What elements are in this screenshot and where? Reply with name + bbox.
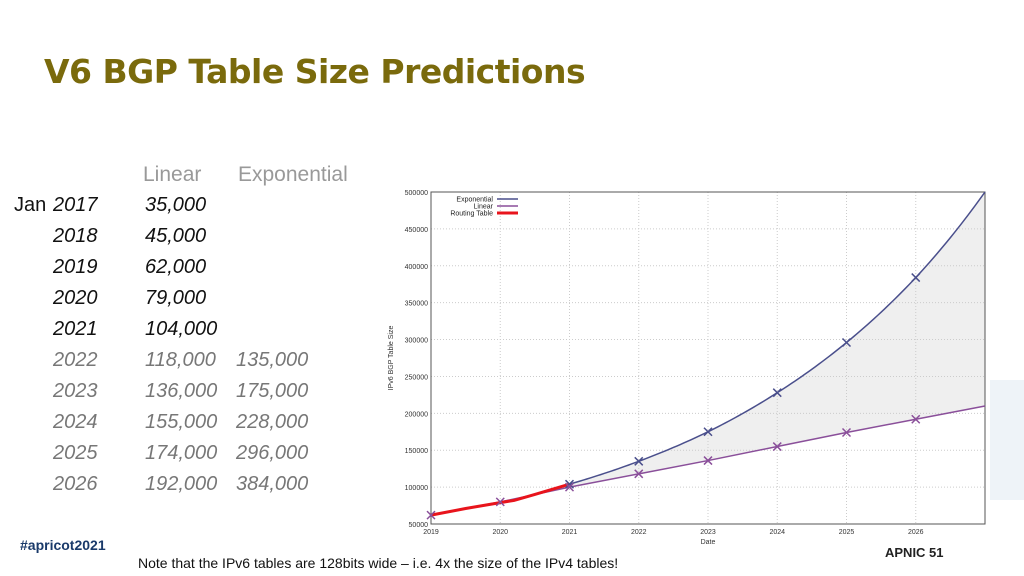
y-tick-label: 350000 (405, 301, 428, 308)
x-tick-label: 2022 (631, 529, 647, 536)
linear-point (911, 414, 921, 424)
linear-value: 79,000 (145, 287, 207, 309)
exponential-value: 228,000 (236, 411, 309, 433)
linear-point (564, 482, 575, 492)
linear-value: 192,000 (145, 473, 218, 495)
linear-value: 155,000 (145, 411, 218, 433)
x-tick-label: 2025 (839, 529, 855, 536)
y-axis-label: IPv6 BGP Table Size (388, 326, 395, 391)
exponential-point (634, 456, 644, 466)
year: 2017 (53, 194, 98, 216)
month-label: Jan (14, 194, 47, 216)
linear-point (703, 456, 713, 466)
linear-value: 62,000 (145, 256, 207, 278)
y-tick-label: 100000 (405, 485, 428, 492)
year: 2026 (53, 473, 98, 495)
linear-point (495, 497, 505, 507)
legend-label: Linear (474, 204, 494, 211)
page-title: V6 BGP Table Size Predictions (44, 52, 586, 91)
y-tick-label: 50000 (409, 522, 429, 529)
year: 2021 (53, 318, 98, 340)
apnic-logo: APNIC 51 (885, 545, 944, 560)
year: 2023 (53, 380, 98, 402)
year: 2022 (53, 349, 98, 371)
linear-value: 45,000 (145, 225, 207, 247)
linear-value: 118,000 (145, 349, 216, 371)
year: 2020 (53, 287, 98, 309)
y-tick-label: 450000 (405, 227, 428, 234)
linear-point (634, 469, 644, 479)
y-tick-label: 150000 (405, 448, 428, 455)
x-tick-label: 2023 (700, 529, 716, 536)
linear-point (772, 442, 782, 452)
header-linear: Linear (143, 163, 202, 186)
x-tick-label: 2026 (908, 529, 924, 536)
year: 2019 (53, 256, 98, 278)
exponential-point (772, 388, 782, 398)
linear-value: 174,000 (145, 442, 218, 464)
x-tick-label: 2021 (562, 529, 578, 536)
linear-point (841, 427, 852, 438)
footnote: Note that the IPv6 tables are 128bits wi… (138, 555, 619, 571)
exponential-point (703, 427, 713, 437)
year: 2024 (53, 411, 98, 433)
y-tick-label: 400000 (405, 264, 428, 271)
year: 2018 (53, 225, 98, 247)
linear-point (426, 510, 436, 520)
exponential-value: 384,000 (236, 473, 309, 495)
legend-label: Exponential (456, 197, 493, 204)
exponential-value: 135,000 (236, 349, 309, 371)
y-tick-label: 500000 (405, 190, 428, 197)
linear-value: 136,000 (145, 380, 218, 402)
routing-table-line (430, 482, 570, 517)
y-tick-label: 250000 (405, 374, 428, 381)
x-tick-label: 2019 (423, 529, 439, 536)
hashtag: #apricot2021 (20, 537, 106, 553)
header-exponential: Exponential (238, 163, 348, 186)
exponential-value: 175,000 (236, 380, 309, 402)
exponential-point (841, 337, 852, 348)
x-axis-label: Date (701, 539, 716, 546)
legend-label: Routing Table (450, 211, 493, 218)
x-tick-label: 2020 (492, 529, 508, 536)
linear-value: 104,000 (145, 318, 218, 340)
exponential-point (911, 273, 921, 283)
year: 2025 (53, 442, 98, 464)
exponential-value: 296,000 (236, 442, 309, 464)
plot-frame (430, 191, 986, 525)
y-tick-label: 300000 (405, 338, 428, 345)
linear-value: 35,000 (145, 194, 207, 216)
background-decoration (990, 380, 1024, 500)
exponential-point (564, 479, 575, 489)
y-tick-label: 200000 (405, 411, 428, 418)
x-tick-label: 2024 (769, 529, 785, 536)
